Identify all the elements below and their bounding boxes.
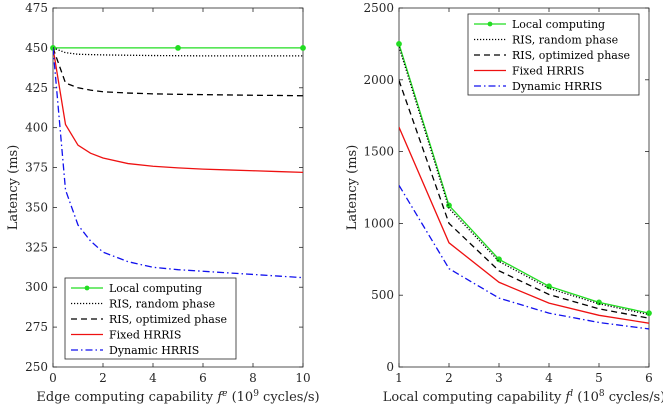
x-axis-label: Local computing capability fl (108 cycle… <box>383 389 663 405</box>
x-axis-label-part: Local computing capability <box>383 390 566 405</box>
chart-panel-1: 0 2 4 6 8 10 250 275 300 325 350 375 400 425 450 475 Lat… <box>6 1 320 405</box>
legend-entry: Local computing <box>512 18 605 31</box>
series-marker <box>496 256 502 263</box>
x-tick-label: 10 <box>295 371 310 385</box>
series-marker <box>175 44 181 51</box>
series-marker <box>596 299 602 306</box>
x-axis-label-part: cycles/s) <box>605 390 663 405</box>
legend-entry: RIS, random phase <box>512 34 618 47</box>
y-tick-label: 275 <box>25 320 48 334</box>
series-line-fixed-hrris <box>53 47 303 173</box>
legend-entry: RIS, optimized phase <box>512 49 630 62</box>
legend-entry: Dynamic HRRIS <box>109 344 199 357</box>
y-tick-label: 450 <box>25 41 48 55</box>
x-tick-label: 6 <box>645 371 653 385</box>
y-tick-label: 425 <box>25 81 48 95</box>
legend-entry: Local computing <box>109 282 202 295</box>
x-tick-label: 1 <box>395 371 403 385</box>
legend-entry: RIS, random phase <box>109 298 215 311</box>
series-line-ris-random-phase <box>399 46 649 316</box>
x-tick-label: 2 <box>445 371 453 385</box>
series-line-dynamic-hrris <box>399 185 649 330</box>
legend-entry: Fixed HRRIS <box>109 329 181 342</box>
x-axis-label-part: cycles/s) <box>259 390 320 405</box>
x-axis-label-part: (10 <box>227 390 253 405</box>
y-tick-label: 500 <box>371 288 394 302</box>
legend-entry: RIS, optimized phase <box>109 313 227 326</box>
legend: Local computing RIS, random phase RIS, opt… <box>64 277 237 360</box>
y-tick-label: 250 <box>25 360 48 374</box>
y-tick-label: 1000 <box>363 216 394 230</box>
legend-marker <box>487 21 493 27</box>
legend-marker <box>84 285 90 291</box>
x-tick-label: 4 <box>545 371 553 385</box>
legend-entry: Fixed HRRIS <box>512 65 584 78</box>
x-axis-label-part: f <box>216 390 224 405</box>
series-line-local-computing <box>399 43 649 314</box>
y-tick-label: 2500 <box>363 1 394 15</box>
legend-box <box>64 277 237 360</box>
series-marker <box>646 310 652 317</box>
x-tick-label: 2 <box>99 371 107 385</box>
series-line-fixed-hrris <box>399 126 649 324</box>
y-tick-label: 2000 <box>363 73 394 87</box>
x-tick-label: 5 <box>595 371 603 385</box>
legend-entry: Dynamic HRRIS <box>512 80 602 93</box>
x-axis-label-part: 9 <box>253 389 259 399</box>
y-tick-label: 350 <box>25 200 48 214</box>
y-tick-label: 475 <box>25 1 48 15</box>
x-axis-label-part: e <box>222 389 227 399</box>
x-tick-label: 8 <box>249 371 257 385</box>
y-tick-label: 325 <box>25 240 48 254</box>
x-tick-label: 0 <box>49 371 57 385</box>
x-axis-label-part: f <box>564 390 572 405</box>
x-tick-label: 4 <box>149 371 157 385</box>
y-tick-label: 400 <box>25 121 48 135</box>
legend: Local computing RIS, random phase RIS, opt… <box>467 13 640 96</box>
y-tick-label: 1500 <box>363 145 394 159</box>
x-axis-label-part: l <box>570 389 573 399</box>
x-tick-label: 3 <box>495 371 503 385</box>
series-line-ris-random-phase <box>53 47 303 57</box>
y-axis-label: Latency (ms) <box>345 145 360 231</box>
x-axis-label: Edge computing capability fe (109 cycles… <box>36 389 319 405</box>
y-tick-label: 375 <box>25 161 48 175</box>
y-axis-label: Latency (ms) <box>6 145 21 231</box>
series-marker <box>446 202 452 209</box>
x-axis-label-part: (10 <box>573 390 599 405</box>
series-marker <box>300 44 306 51</box>
y-tick-label: 0 <box>386 360 394 374</box>
y-tick-label: 300 <box>25 280 48 294</box>
x-axis-label-part: Edge computing capability <box>36 390 217 405</box>
series-marker <box>396 41 402 47</box>
chart-panel-2: 1 2 3 4 5 6 0 500 1000 1500 2000 2500 Latency (ms) Lo… <box>345 1 663 405</box>
x-axis-label-part: 8 <box>599 389 605 399</box>
series-line-dynamic-hrris <box>53 47 303 279</box>
series-line-ris-optimized-phase <box>53 47 303 97</box>
x-tick-label: 6 <box>199 371 207 385</box>
